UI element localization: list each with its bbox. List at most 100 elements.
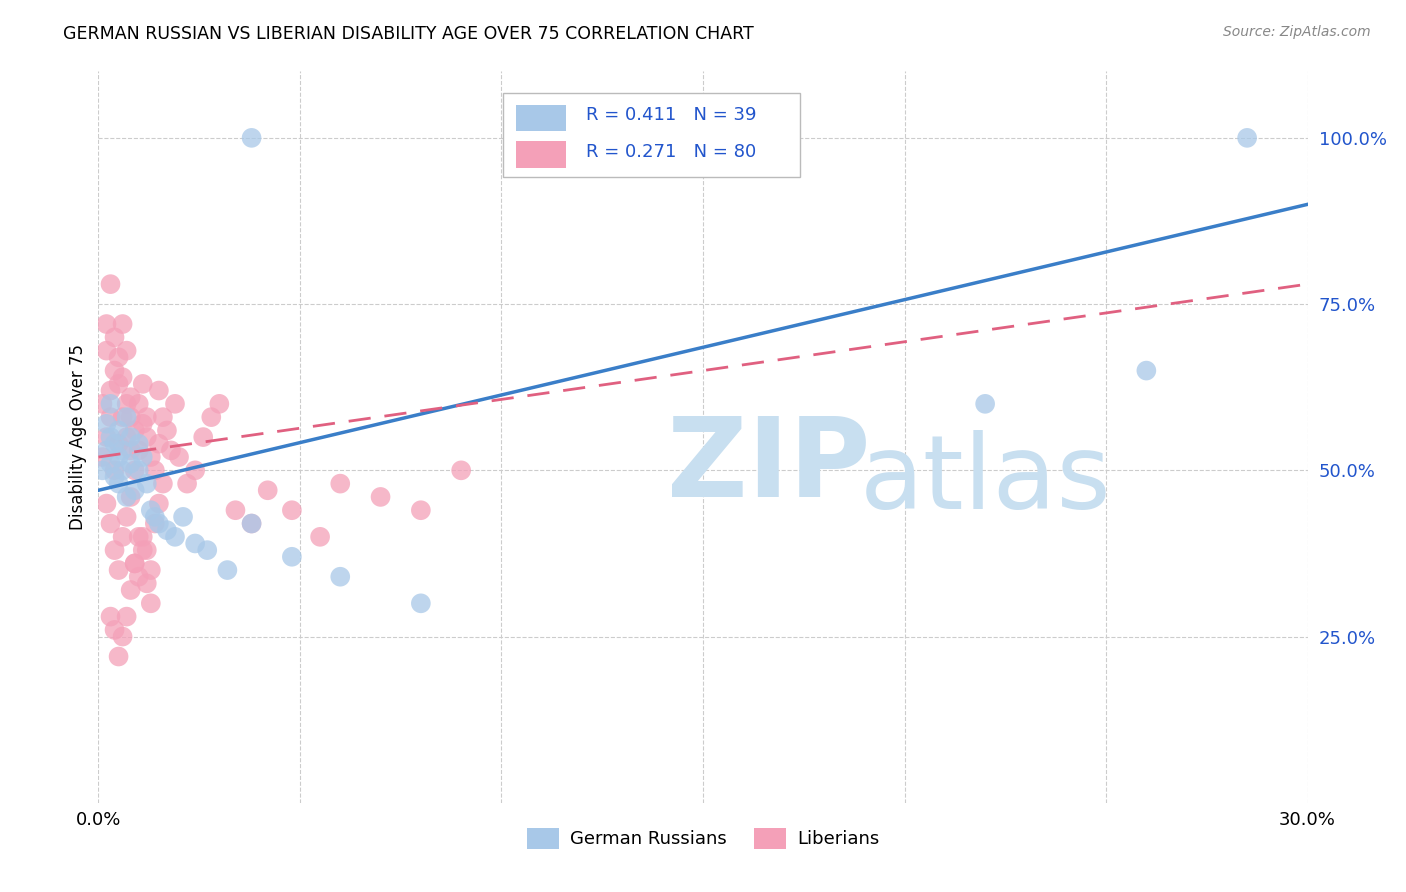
Point bbox=[172, 509, 194, 524]
Point bbox=[409, 503, 432, 517]
Point bbox=[107, 476, 129, 491]
Point bbox=[111, 410, 134, 425]
Point bbox=[128, 530, 150, 544]
Point bbox=[120, 410, 142, 425]
Point bbox=[195, 543, 218, 558]
Point bbox=[167, 450, 190, 464]
Point bbox=[370, 490, 392, 504]
Point bbox=[217, 563, 239, 577]
Point bbox=[91, 397, 114, 411]
Point bbox=[450, 463, 472, 477]
Point bbox=[96, 417, 118, 431]
Point bbox=[128, 436, 150, 450]
Point bbox=[132, 530, 155, 544]
Point bbox=[115, 609, 138, 624]
Point bbox=[103, 436, 125, 450]
Point bbox=[111, 317, 134, 331]
Point bbox=[148, 516, 170, 531]
Legend: German Russians, Liberians: German Russians, Liberians bbox=[519, 821, 887, 856]
Point bbox=[208, 397, 231, 411]
Point bbox=[193, 430, 215, 444]
Point bbox=[139, 596, 162, 610]
Point bbox=[139, 503, 162, 517]
Point bbox=[111, 530, 134, 544]
Point bbox=[135, 430, 157, 444]
Point bbox=[143, 463, 166, 477]
Point bbox=[200, 410, 222, 425]
Point bbox=[281, 503, 304, 517]
Point bbox=[91, 463, 114, 477]
Point bbox=[100, 609, 122, 624]
FancyBboxPatch shape bbox=[503, 94, 800, 178]
Point bbox=[974, 397, 997, 411]
Point bbox=[135, 543, 157, 558]
Point bbox=[100, 277, 122, 292]
Point bbox=[1135, 363, 1157, 377]
Point bbox=[107, 436, 129, 450]
Point bbox=[100, 457, 122, 471]
Point bbox=[128, 443, 150, 458]
Point bbox=[135, 410, 157, 425]
Point bbox=[96, 343, 118, 358]
Point bbox=[103, 623, 125, 637]
Point bbox=[256, 483, 278, 498]
Point bbox=[111, 463, 134, 477]
Point bbox=[103, 543, 125, 558]
Point bbox=[107, 649, 129, 664]
Point bbox=[100, 516, 122, 531]
Point bbox=[111, 370, 134, 384]
Point bbox=[103, 470, 125, 484]
Point bbox=[107, 376, 129, 391]
Point bbox=[128, 397, 150, 411]
Point bbox=[184, 536, 207, 550]
Point bbox=[124, 424, 146, 438]
Point bbox=[120, 490, 142, 504]
Point bbox=[111, 630, 134, 644]
Point bbox=[176, 476, 198, 491]
Point bbox=[163, 530, 186, 544]
Point bbox=[240, 131, 263, 145]
Point bbox=[128, 570, 150, 584]
Point bbox=[329, 570, 352, 584]
Point bbox=[224, 503, 246, 517]
Point bbox=[115, 490, 138, 504]
Point bbox=[132, 417, 155, 431]
Point bbox=[148, 497, 170, 511]
Point bbox=[143, 509, 166, 524]
Point bbox=[240, 516, 263, 531]
Point bbox=[1236, 131, 1258, 145]
Text: Source: ZipAtlas.com: Source: ZipAtlas.com bbox=[1223, 25, 1371, 39]
Point bbox=[120, 582, 142, 597]
Point bbox=[143, 516, 166, 531]
Point bbox=[139, 563, 162, 577]
Point bbox=[100, 410, 122, 425]
Point bbox=[132, 543, 155, 558]
Point bbox=[152, 410, 174, 425]
Point bbox=[103, 363, 125, 377]
Point bbox=[107, 450, 129, 464]
Point bbox=[100, 397, 122, 411]
Point bbox=[240, 516, 263, 531]
Point bbox=[115, 509, 138, 524]
Point bbox=[124, 557, 146, 571]
Point bbox=[96, 317, 118, 331]
Text: ZIP: ZIP bbox=[666, 413, 870, 520]
Point bbox=[135, 576, 157, 591]
Point bbox=[156, 424, 179, 438]
Point bbox=[124, 463, 146, 477]
Point bbox=[103, 463, 125, 477]
Point bbox=[100, 384, 122, 398]
Point bbox=[120, 443, 142, 458]
Text: atlas: atlas bbox=[860, 431, 1112, 532]
Point bbox=[120, 430, 142, 444]
Point bbox=[115, 410, 138, 425]
Point bbox=[120, 390, 142, 404]
Text: R = 0.411   N = 39: R = 0.411 N = 39 bbox=[586, 106, 756, 124]
Text: R = 0.271   N = 80: R = 0.271 N = 80 bbox=[586, 143, 756, 161]
Point bbox=[148, 436, 170, 450]
Point bbox=[111, 443, 134, 458]
Point bbox=[184, 463, 207, 477]
Point bbox=[103, 330, 125, 344]
FancyBboxPatch shape bbox=[516, 141, 567, 168]
Point bbox=[115, 343, 138, 358]
